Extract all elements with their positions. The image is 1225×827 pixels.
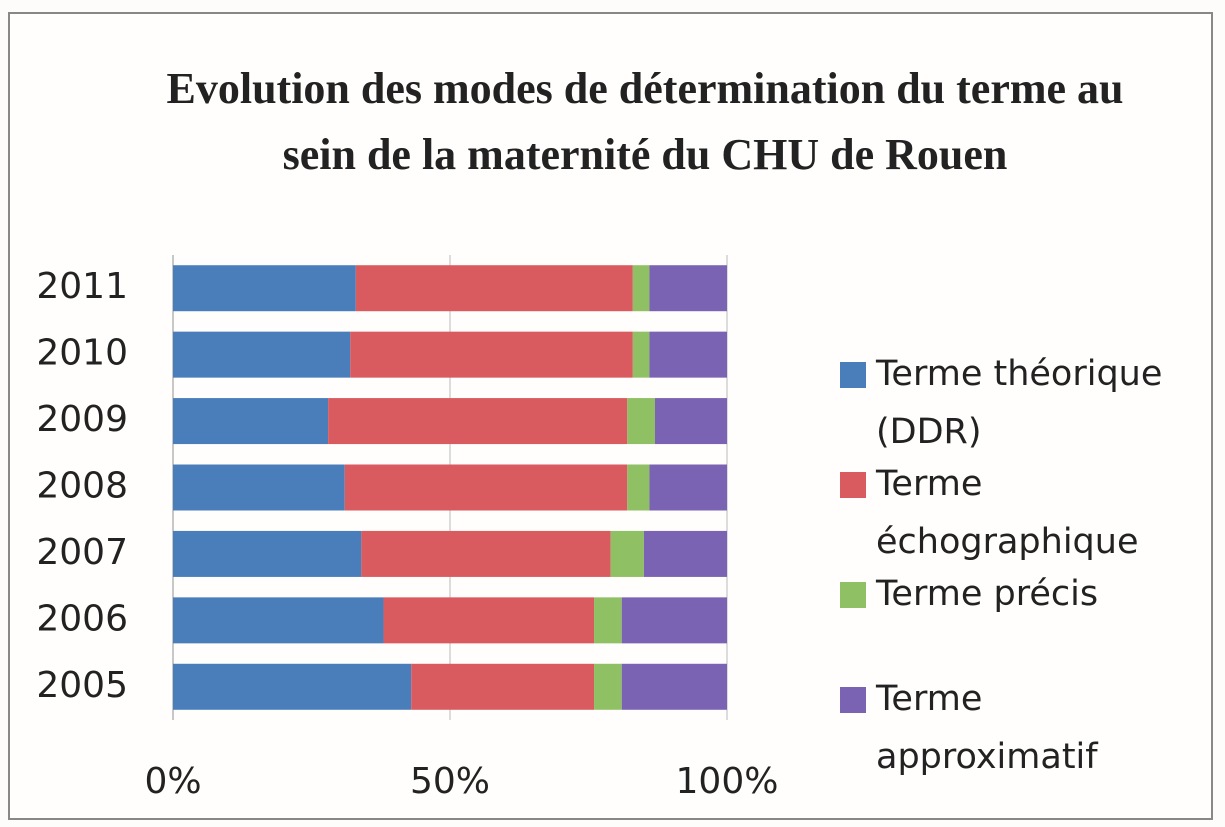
bar-segment bbox=[355, 265, 633, 312]
bar-segment bbox=[173, 464, 345, 511]
bar-segment bbox=[594, 663, 622, 710]
bar-segment bbox=[621, 597, 727, 644]
bar-segment bbox=[173, 530, 362, 577]
bar-segment bbox=[649, 331, 727, 378]
bar-segment bbox=[649, 464, 727, 511]
bar-segment bbox=[654, 398, 727, 445]
x-tick-label: 0% bbox=[144, 761, 201, 802]
bar-segment bbox=[173, 331, 351, 378]
bar-segment bbox=[173, 398, 329, 445]
legend-swatch bbox=[840, 582, 866, 608]
legend-label: Terme échographique bbox=[876, 464, 1139, 562]
y-tick-label: 2011 bbox=[36, 266, 128, 307]
legend-label: Terme approximatif bbox=[876, 679, 1098, 777]
bar-segment bbox=[173, 265, 356, 312]
bar-segment bbox=[344, 464, 628, 511]
legend-item: Terme échographique bbox=[838, 455, 1208, 571]
bar-segment bbox=[621, 663, 727, 710]
y-tick-label: 2009 bbox=[36, 399, 128, 440]
bar-segment bbox=[411, 663, 595, 710]
bar-segment bbox=[643, 530, 727, 577]
y-tick-label: 2010 bbox=[36, 333, 128, 374]
legend-item: Terme théorique (DDR) bbox=[838, 345, 1208, 461]
bar-segment bbox=[594, 597, 622, 644]
bar-segment bbox=[173, 663, 412, 710]
y-tick-label: 2005 bbox=[36, 665, 128, 706]
bar-segment bbox=[173, 597, 384, 644]
bar-segment bbox=[627, 464, 650, 511]
bar-segment bbox=[632, 331, 650, 378]
legend-swatch bbox=[840, 362, 866, 388]
y-tick-label: 2006 bbox=[36, 598, 128, 639]
bar-segment bbox=[632, 265, 650, 312]
legend-swatch bbox=[840, 687, 866, 713]
bar-segment bbox=[361, 530, 611, 577]
legend-item: Terme précis bbox=[838, 565, 1208, 623]
bar-segment bbox=[328, 398, 628, 445]
bar-segment bbox=[383, 597, 595, 644]
bar-segment bbox=[627, 398, 655, 445]
bar-segment bbox=[610, 530, 644, 577]
y-tick-label: 2007 bbox=[36, 532, 128, 573]
chart-title: Evolution des modes de détermination du … bbox=[166, 64, 1124, 179]
legend-label: Terme précis bbox=[876, 574, 1099, 614]
legend-swatch bbox=[840, 472, 866, 498]
legend-item: Terme approximatif bbox=[838, 670, 1208, 786]
legend-label: Terme théorique (DDR) bbox=[876, 354, 1163, 452]
bar-segment bbox=[350, 331, 633, 378]
y-tick-label: 2008 bbox=[36, 466, 128, 507]
x-tick-label: 50% bbox=[410, 761, 490, 802]
bar-segment bbox=[649, 265, 727, 312]
x-tick-label: 100% bbox=[676, 761, 779, 802]
